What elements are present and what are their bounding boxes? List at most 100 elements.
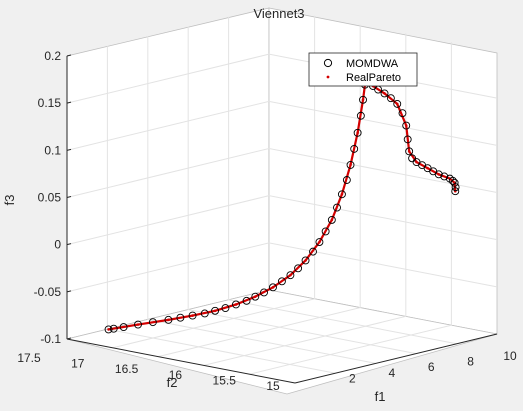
y-tick-label: 15 bbox=[266, 379, 280, 393]
grid-line-y bbox=[147, 36, 376, 364]
z-tick-label: 0.2 bbox=[44, 49, 61, 63]
z-tick-mark bbox=[66, 54, 72, 57]
x-axis-label: f1 bbox=[375, 389, 386, 404]
x-tick-label: 10 bbox=[503, 349, 517, 363]
momdwa-point bbox=[434, 170, 443, 179]
momdwa-point bbox=[451, 187, 460, 196]
realpareto-point bbox=[349, 163, 352, 167]
momdwa-point bbox=[134, 320, 142, 329]
z-tick-mark bbox=[66, 243, 72, 246]
momdwa-point bbox=[269, 283, 277, 292]
momdwa-point bbox=[301, 256, 310, 265]
legend: MOMDWA RealPareto bbox=[308, 52, 418, 87]
y-tick-label: 17 bbox=[71, 357, 85, 371]
momdwa-point bbox=[405, 147, 414, 156]
grid-line-z bbox=[66, 53, 498, 104]
legend-marker-momdwa bbox=[323, 58, 333, 68]
realpareto-point bbox=[289, 273, 292, 277]
x-tick-label: 6 bbox=[428, 360, 435, 374]
momdwa-point bbox=[221, 304, 230, 313]
momdwa-point bbox=[359, 95, 367, 104]
momdwa-point bbox=[346, 160, 355, 169]
momdwa-point bbox=[309, 247, 317, 256]
z-tick-label: 0 bbox=[54, 238, 61, 252]
chart-title: Viennet3 bbox=[253, 6, 304, 21]
z-tick-label: 0.1 bbox=[44, 143, 61, 157]
momdwa-point bbox=[232, 300, 240, 309]
momdwa-point bbox=[448, 176, 457, 185]
momdwa-point bbox=[294, 264, 303, 273]
momdwa-point bbox=[260, 288, 268, 297]
momdwa-point bbox=[403, 135, 412, 144]
z-tick-label: 0.15 bbox=[38, 96, 62, 110]
momdwa-point bbox=[327, 215, 336, 224]
realpareto-point bbox=[361, 98, 365, 102]
z-tick-mark bbox=[66, 290, 72, 293]
realpareto-point bbox=[213, 309, 217, 313]
momdwa-point bbox=[104, 325, 113, 334]
realpareto-point bbox=[426, 166, 429, 170]
grid-line-x bbox=[112, 15, 316, 349]
realpareto-point bbox=[304, 259, 307, 262]
momdwa-point bbox=[242, 296, 251, 305]
momdwa-point bbox=[398, 109, 407, 118]
grid-line-z bbox=[66, 242, 498, 293]
grid-line-z bbox=[66, 100, 498, 151]
y-axis-label: f2 bbox=[167, 375, 178, 390]
momdwa-point bbox=[321, 227, 330, 236]
realpareto-point bbox=[271, 286, 275, 289]
tick-labels: -0.1 -0.05 0 0.05 0.1 0.15 0.2 15 15.5 16 16.5 17 17… bbox=[17, 49, 517, 393]
momdwa-point bbox=[176, 313, 185, 322]
realpareto-point bbox=[330, 218, 334, 222]
legend-label-momdwa: MOMDWA bbox=[346, 58, 399, 70]
momdwa-point bbox=[277, 277, 286, 286]
momdwa-point bbox=[450, 178, 459, 187]
plot-panes bbox=[66, 7, 498, 395]
momdwa-point bbox=[342, 176, 351, 184]
x-axis-line-side bbox=[294, 333, 498, 384]
momdwa-point bbox=[356, 111, 365, 120]
momdwa-point bbox=[200, 309, 209, 318]
grid-line-x bbox=[249, 42, 452, 375]
momdwa-point bbox=[333, 203, 341, 212]
legend-marker-realpareto bbox=[326, 75, 330, 79]
z-tick-mark bbox=[66, 101, 72, 104]
realpareto-point bbox=[340, 192, 344, 196]
z-tick-label: -0.1 bbox=[40, 332, 61, 346]
momdwa-point bbox=[451, 183, 460, 192]
realpareto-point bbox=[191, 314, 194, 317]
momdwa-point bbox=[380, 89, 389, 98]
grid-line-z bbox=[66, 195, 498, 246]
momdwa-point bbox=[109, 324, 118, 333]
momdwa-point bbox=[188, 311, 197, 320]
momdwa-point bbox=[350, 144, 359, 153]
realpareto-point bbox=[383, 92, 386, 95]
x-tick-label: 2 bbox=[349, 371, 356, 385]
grid-line-y bbox=[228, 16, 457, 345]
momdwa-point bbox=[337, 190, 346, 199]
grid-line-z bbox=[66, 147, 498, 198]
y-tick-label: 16.5 bbox=[115, 362, 139, 376]
realpareto-point bbox=[437, 173, 441, 176]
z-tick-mark bbox=[66, 148, 72, 151]
x-tick-label: 8 bbox=[467, 355, 474, 369]
momdwa-point bbox=[393, 99, 402, 108]
z-axis-label: f3 bbox=[2, 195, 17, 206]
realpareto-point bbox=[107, 328, 110, 331]
realpareto-point bbox=[167, 318, 170, 322]
z-tick-label: 0.05 bbox=[38, 191, 62, 205]
realpareto-front-line bbox=[108, 69, 457, 331]
momdwa-point bbox=[353, 128, 362, 137]
y-tick-label: 17.5 bbox=[17, 351, 41, 365]
momdwa-point bbox=[402, 121, 411, 130]
realpareto-point bbox=[404, 124, 408, 127]
x-axis-line bbox=[66, 338, 296, 384]
z-tick-mark bbox=[66, 337, 72, 340]
y-tick-label: 16 bbox=[169, 368, 183, 382]
z-tick-label: -0.05 bbox=[34, 285, 62, 299]
legend-box bbox=[308, 52, 418, 87]
realpareto-point bbox=[234, 303, 238, 306]
momdwa-point bbox=[164, 315, 173, 324]
realpareto-point bbox=[395, 102, 399, 106]
